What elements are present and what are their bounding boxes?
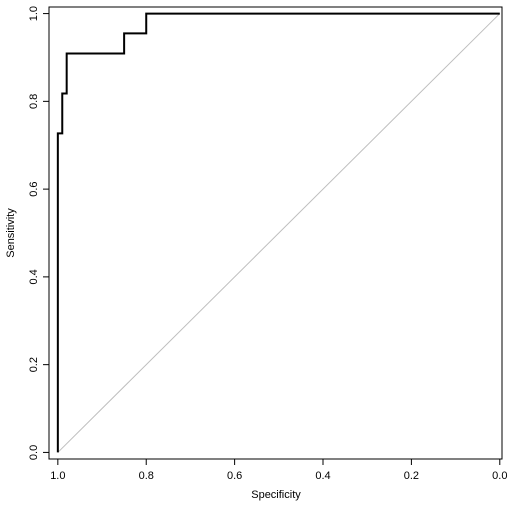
series-layer: [56, 12, 501, 453]
y-tick-label: 0.0: [28, 445, 40, 460]
roc-curve-line: [56, 12, 500, 453]
y-tick-label: 1.0: [28, 6, 40, 21]
x-tick-label: 0.4: [315, 470, 330, 482]
y-tick-label: 0.4: [28, 269, 40, 284]
x-axis: 1.0 0.8 0.6 0.4 0.2 0.0: [50, 459, 507, 482]
plot-frame: [48, 6, 503, 460]
x-tick-label: 1.0: [50, 470, 65, 482]
x-tick-label: 0.2: [404, 470, 419, 482]
y-tick-label: 0.8: [28, 94, 40, 109]
x-tick-label: 0.8: [139, 470, 154, 482]
x-axis-title: Specificity: [251, 489, 301, 501]
reference-diagonal-line: [57, 13, 501, 453]
x-tick-label: 0.6: [227, 470, 242, 482]
y-axis: 0.0 0.2 0.4 0.6 0.8 1.0: [28, 6, 49, 460]
y-axis-title: Sensitivity: [5, 208, 17, 258]
x-tick-label: 0.0: [492, 470, 507, 482]
y-tick-label: 0.2: [28, 357, 40, 372]
y-tick-label: 0.6: [28, 181, 40, 196]
